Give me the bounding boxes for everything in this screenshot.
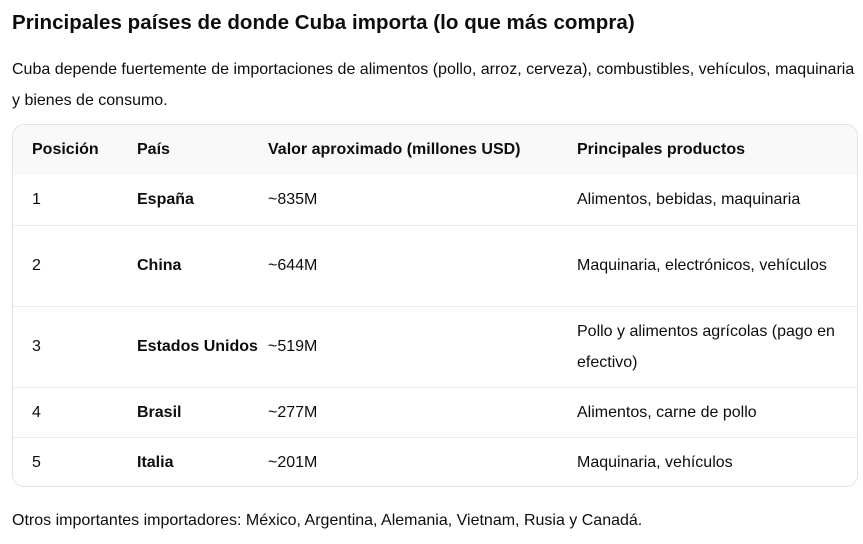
cell-country: Italia xyxy=(137,453,174,471)
table-row: 2 China ~644M Maquinaria, electrónicos, … xyxy=(13,225,857,306)
table-row: 4 Brasil ~277M Alimentos, carne de pollo xyxy=(13,387,857,437)
intro-paragraph: Cuba depende fuertemente de importacione… xyxy=(12,61,855,109)
cell-position: 5 xyxy=(32,453,41,471)
cell-products: Alimentos, bebidas, maquinaria xyxy=(577,191,801,209)
cell-position: 1 xyxy=(32,191,41,209)
cell-position: 4 xyxy=(32,403,41,421)
cell-value: ~277M xyxy=(268,403,318,421)
cell-value: ~835M xyxy=(268,191,318,209)
table-body: 1 España ~835M Alimentos, bebidas, maqui… xyxy=(13,175,857,486)
header-position: Posición xyxy=(32,141,99,158)
cell-position: 3 xyxy=(32,338,41,355)
cell-value: ~519M xyxy=(268,338,318,355)
footer-note: Otros importantes importadores: México, … xyxy=(12,512,643,529)
table-header-row: Posición País Valor aproximado (millones… xyxy=(13,125,857,175)
cell-country: Brasil xyxy=(137,403,182,421)
cell-products: Maquinaria, vehículos xyxy=(577,453,733,471)
cell-products: Pollo y alimentos agrícolas (pago en efe… xyxy=(577,322,835,371)
header-products: Principales productos xyxy=(577,141,746,158)
table-header: Posición País Valor aproximado (millones… xyxy=(13,125,857,175)
table-row: 3 Estados Unidos ~519M Pollo y alimentos… xyxy=(13,306,857,387)
page-content: Principales países de donde Cuba importa… xyxy=(12,0,858,533)
cell-country: Estados Unidos xyxy=(137,338,258,355)
page-title: Principales países de donde Cuba importa… xyxy=(12,11,635,34)
cell-value: ~201M xyxy=(268,453,318,471)
header-value: Valor aproximado (millones USD) xyxy=(268,141,521,158)
table-row: 5 Italia ~201M Maquinaria, vehículos xyxy=(13,437,857,486)
cell-position: 2 xyxy=(32,257,41,274)
cell-country: China xyxy=(137,257,182,274)
imports-table: Posición País Valor aproximado (millones… xyxy=(13,125,857,486)
cell-products: Maquinaria, electrónicos, vehículos xyxy=(577,257,827,274)
cell-value: ~644M xyxy=(268,257,318,274)
imports-table-container: Posición País Valor aproximado (millones… xyxy=(12,124,858,487)
header-country: País xyxy=(137,141,170,158)
cell-country: España xyxy=(137,191,194,209)
table-row: 1 España ~835M Alimentos, bebidas, maqui… xyxy=(13,175,857,225)
cell-products: Alimentos, carne de pollo xyxy=(577,403,757,421)
